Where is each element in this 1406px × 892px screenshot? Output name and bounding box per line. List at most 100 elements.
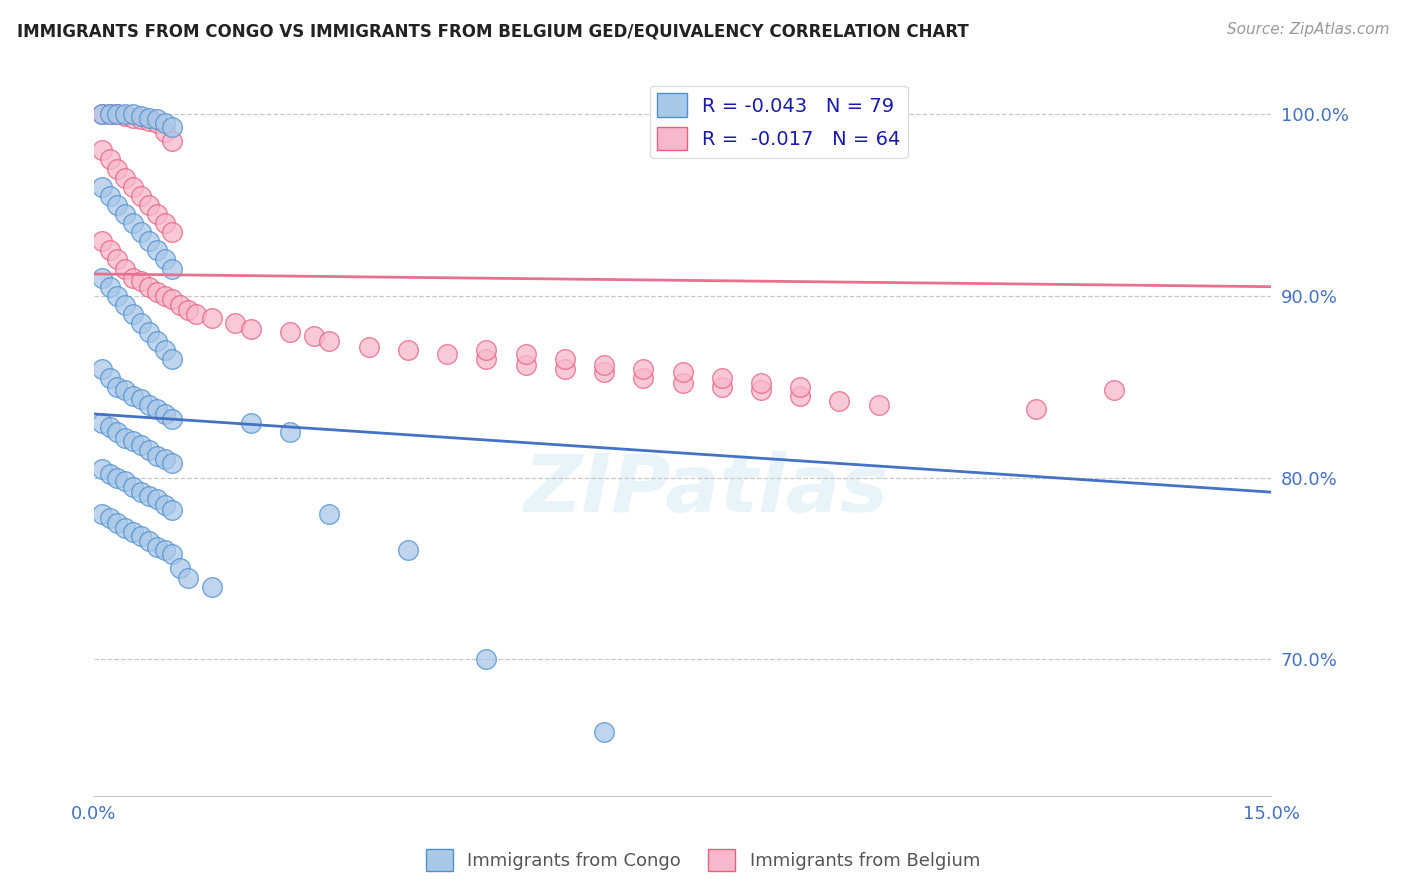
Point [153, 343, 176, 358]
Point [162, 293, 184, 307]
Point [122, 216, 145, 230]
Point [145, 116, 167, 130]
Point [98, 153, 121, 167]
Point [318, 334, 340, 349]
Point [162, 134, 184, 148]
Point [114, 298, 136, 312]
Point [162, 456, 184, 470]
Point [145, 401, 167, 416]
Point [554, 361, 576, 376]
Point [122, 307, 145, 321]
Point [107, 289, 129, 303]
Point [828, 394, 851, 409]
Point [90, 144, 112, 158]
Point [145, 492, 167, 507]
Point [153, 116, 176, 130]
Point [145, 207, 167, 221]
Point [98, 510, 121, 524]
Point [90, 461, 112, 475]
Point [515, 358, 537, 372]
Point [98, 279, 121, 293]
Point [107, 470, 129, 484]
Point [162, 352, 184, 367]
Point [122, 270, 145, 285]
Point [278, 325, 301, 339]
Text: IMMIGRANTS FROM CONGO VS IMMIGRANTS FROM BELGIUM GED/EQUIVALENCY CORRELATION CHA: IMMIGRANTS FROM CONGO VS IMMIGRANTS FROM… [17, 22, 969, 40]
Point [749, 384, 772, 398]
Point [153, 498, 176, 512]
Point [153, 289, 176, 303]
Point [90, 270, 112, 285]
Point [98, 107, 121, 121]
Point [98, 467, 121, 481]
Point [114, 207, 136, 221]
Point [671, 376, 693, 390]
Point [633, 361, 655, 376]
Point [162, 503, 184, 517]
Point [107, 107, 129, 121]
Point [98, 419, 121, 434]
Point [138, 489, 160, 503]
Point [515, 347, 537, 361]
Point [138, 325, 160, 339]
Point [593, 358, 616, 372]
Point [114, 474, 136, 488]
Point [710, 380, 733, 394]
Point [169, 561, 191, 575]
Point [162, 412, 184, 426]
Point [201, 580, 224, 594]
Point [239, 416, 262, 430]
Point [153, 216, 176, 230]
Legend: R = -0.043   N = 79, R =  -0.017   N = 64: R = -0.043 N = 79, R = -0.017 N = 64 [650, 86, 908, 158]
Point [114, 170, 136, 185]
Point [1025, 401, 1047, 416]
Point [153, 543, 176, 558]
Point [145, 112, 167, 127]
Point [114, 107, 136, 121]
Point [138, 279, 160, 293]
Point [201, 310, 224, 325]
Point [98, 244, 121, 258]
Point [169, 298, 191, 312]
Point [129, 109, 152, 123]
Point [114, 109, 136, 123]
Point [318, 507, 340, 521]
Point [129, 529, 152, 543]
Point [90, 107, 112, 121]
Point [224, 316, 246, 330]
Point [98, 107, 121, 121]
Point [129, 112, 152, 127]
Point [122, 179, 145, 194]
Point [138, 234, 160, 248]
Point [122, 111, 145, 125]
Text: ZIPatlas: ZIPatlas [523, 451, 889, 529]
Point [107, 161, 129, 176]
Point [593, 725, 616, 739]
Point [162, 120, 184, 134]
Point [633, 370, 655, 384]
Point [868, 398, 890, 412]
Point [710, 370, 733, 384]
Point [145, 540, 167, 554]
Text: Source: ZipAtlas.com: Source: ZipAtlas.com [1226, 22, 1389, 37]
Point [90, 416, 112, 430]
Point [122, 525, 145, 540]
Point [129, 225, 152, 239]
Point [436, 347, 458, 361]
Point [145, 449, 167, 463]
Point [107, 425, 129, 439]
Point [122, 107, 145, 121]
Point [138, 111, 160, 125]
Point [177, 303, 200, 318]
Point [475, 343, 498, 358]
Point [129, 316, 152, 330]
Point [114, 261, 136, 276]
Point [98, 370, 121, 384]
Point [122, 480, 145, 494]
Point [153, 125, 176, 139]
Point [122, 434, 145, 449]
Point [90, 234, 112, 248]
Point [107, 252, 129, 267]
Point [138, 398, 160, 412]
Point [90, 107, 112, 121]
